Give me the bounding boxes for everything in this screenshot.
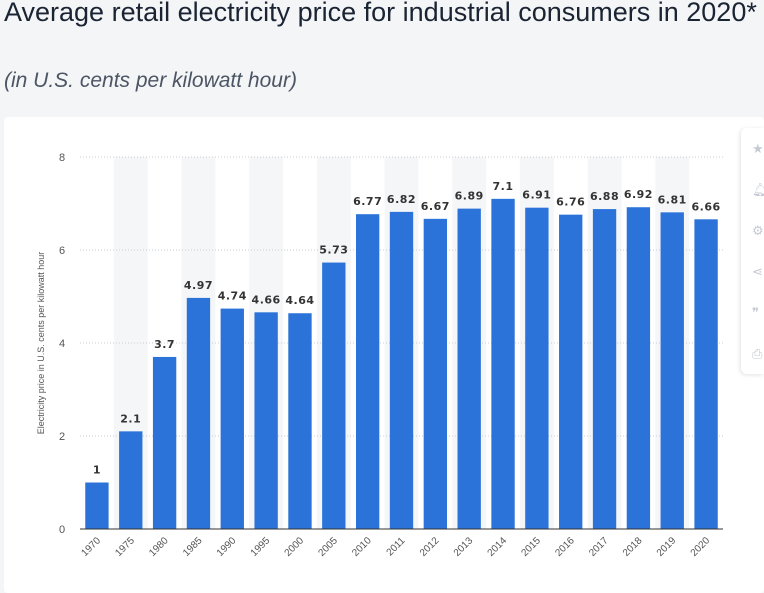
data-label: 4.74	[218, 290, 247, 303]
x-tick-label: 2011	[385, 535, 408, 558]
bar	[525, 207, 549, 529]
y-tick-label: 8	[59, 152, 65, 164]
bell-icon[interactable]: 🔔︎	[752, 182, 764, 198]
bar	[457, 208, 481, 529]
data-label: 4.66	[252, 293, 281, 306]
print-icon[interactable]: ⎙	[752, 346, 763, 362]
y-tick-label: 6	[59, 245, 65, 257]
bar	[254, 312, 278, 529]
x-tick-label: 1985	[181, 535, 205, 559]
x-tick-label: 1995	[249, 535, 273, 559]
data-label: 7.1	[493, 180, 514, 193]
data-label: 1	[93, 464, 101, 477]
x-tick-label: 2018	[621, 535, 645, 559]
x-tick-label: 2012	[418, 535, 442, 559]
data-label: 3.7	[154, 338, 175, 351]
data-label: 6.67	[421, 200, 450, 213]
data-label: 6.89	[455, 190, 484, 203]
data-label: 6.77	[353, 195, 382, 208]
chart-toolbar: ★ 🔔︎ ⚙ ⋖ ❞ ⎙	[741, 128, 764, 374]
data-label: 6.81	[658, 193, 687, 206]
bar	[220, 308, 244, 529]
data-label: 6.82	[387, 193, 416, 206]
data-label: 6.91	[522, 189, 551, 202]
y-tick-label: 4	[59, 338, 65, 350]
chart-subtitle: (in U.S. cents per kilowatt hour)	[4, 69, 297, 92]
chart-card: 0 2 4 6 8 1 1970 2.1 1975 3.7 1980 4.97 1985 4.74 1990…	[4, 117, 764, 593]
x-tick-label: 2017	[587, 535, 611, 559]
bar	[85, 482, 109, 529]
bar	[288, 313, 312, 529]
chart-title: Average retail electricity price for ind…	[4, 0, 757, 27]
data-label: 6.66	[692, 200, 721, 213]
bar	[322, 262, 346, 529]
x-tick-label: 1975	[113, 535, 137, 559]
x-tick-label: 2005	[316, 535, 340, 559]
bar	[355, 214, 380, 529]
data-label: 4.97	[184, 279, 213, 292]
data-label: 6.76	[556, 196, 585, 209]
bar	[186, 297, 211, 529]
x-tick-label: 2014	[486, 535, 510, 559]
x-tick-label: 2019	[655, 535, 679, 559]
bar	[626, 207, 651, 529]
x-tick-label: 2013	[452, 535, 476, 559]
star-icon[interactable]: ★	[752, 141, 764, 157]
bar	[491, 198, 515, 529]
bar	[389, 211, 414, 529]
x-tick-label: 1990	[215, 535, 239, 559]
bar	[694, 219, 718, 529]
bar-chart: 0 2 4 6 8 1 1970 2.1 1975 3.7 1980 4.97 1985 4.74 1990…	[36, 152, 723, 559]
x-tick-label: 2020	[689, 535, 713, 559]
data-label: 4.64	[285, 294, 314, 307]
x-tick-label: 2010	[350, 535, 374, 559]
bar	[559, 214, 583, 529]
data-label: 6.92	[624, 188, 653, 201]
data-label: 6.88	[590, 190, 619, 203]
data-label: 5.73	[319, 244, 348, 257]
bar	[660, 212, 684, 529]
bar	[592, 209, 617, 529]
data-label: 2.1	[120, 412, 141, 425]
y-axis-title: Electricity price in U.S. cents per kilo…	[36, 252, 46, 435]
x-tick-label: 2016	[553, 535, 577, 559]
x-tick-label: 1980	[147, 535, 171, 559]
x-tick-label: 2015	[519, 535, 543, 559]
share-icon[interactable]: ⋖	[752, 264, 763, 280]
y-tick-label: 0	[59, 524, 65, 536]
bar	[119, 431, 143, 529]
bar	[152, 356, 177, 529]
x-tick-label: 1970	[80, 535, 104, 559]
gear-icon[interactable]: ⚙	[752, 223, 764, 239]
y-tick-label: 2	[59, 431, 65, 443]
bar	[423, 218, 448, 529]
x-tick-label: 2000	[283, 535, 307, 559]
quote-icon[interactable]: ❞	[752, 305, 759, 321]
